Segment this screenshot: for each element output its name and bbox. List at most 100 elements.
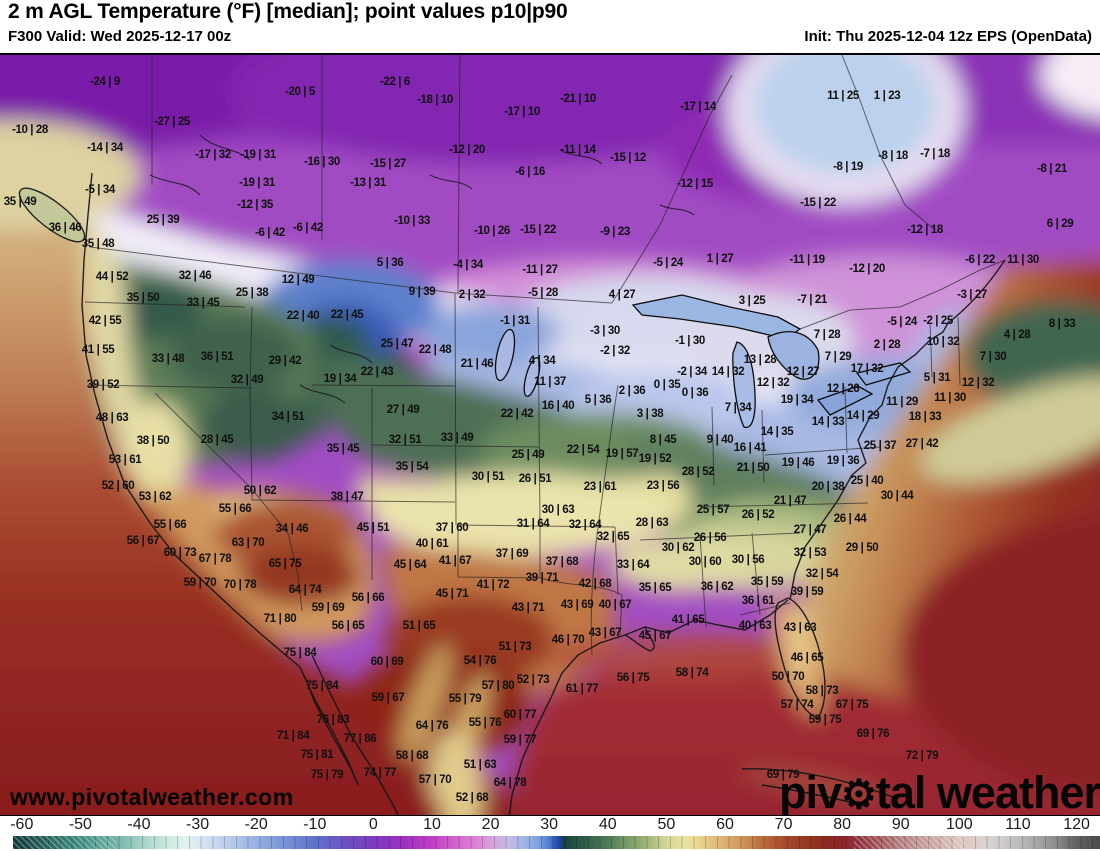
point-value: -17 | 14 — [680, 101, 716, 113]
point-value: -12 | 20 — [849, 263, 885, 275]
point-value: 41 | 65 — [671, 614, 705, 626]
point-value: -11 | 19 — [789, 254, 825, 266]
point-value: 60 | 77 — [503, 709, 537, 721]
point-value: -13 | 31 — [350, 177, 386, 189]
point-value: 60 | 73 — [163, 547, 197, 559]
point-value: 5 | 36 — [376, 257, 404, 269]
point-value: 50 | 70 — [771, 671, 805, 683]
colorbar-tick: 70 — [774, 816, 793, 833]
point-value: 35 | 54 — [395, 461, 429, 473]
point-value: 19 | 34 — [323, 373, 357, 385]
point-value: 40 | 67 — [598, 599, 632, 611]
point-value: -8 | 19 — [833, 161, 863, 173]
point-value: 76 | 83 — [316, 714, 350, 726]
point-value: -15 | 22 — [800, 197, 836, 209]
point-value: 4 | 34 — [528, 355, 556, 367]
colorbar-tick: -40 — [127, 816, 151, 833]
colorbar-tick: 40 — [598, 816, 617, 833]
point-value: 60 | 69 — [370, 656, 404, 668]
point-value: -1 | 30 — [675, 335, 705, 347]
page-title: 2 m AGL Temperature (°F) [median]; point… — [8, 0, 568, 23]
colorbar-hatch-overlay — [13, 836, 116, 849]
point-value: -5 | 24 — [887, 316, 917, 328]
point-value: 40 | 63 — [738, 620, 772, 632]
point-value: 10 | 32 — [926, 336, 960, 348]
point-value: 45 | 51 — [356, 522, 390, 534]
point-value: 38 | 47 — [330, 491, 364, 503]
point-value: 41 | 72 — [476, 579, 510, 591]
point-value: 23 | 56 — [646, 480, 680, 492]
brand-text-pre: piv — [779, 767, 842, 815]
point-value: 58 | 73 — [805, 685, 839, 697]
point-value: 46 | 65 — [790, 652, 824, 664]
header-bar: 2 m AGL Temperature (°F) [median]; point… — [0, 0, 1100, 53]
point-value: 0 | 36 — [681, 387, 709, 399]
point-value: 36 | 62 — [700, 581, 734, 593]
point-value: 28 | 45 — [200, 434, 234, 446]
point-value: 69 | 79 — [766, 769, 800, 781]
point-value: 21 | 46 — [460, 358, 494, 370]
point-value: 19 | 34 — [780, 394, 814, 406]
point-value: 32 | 46 — [178, 270, 212, 282]
point-value: 39 | 59 — [790, 586, 824, 598]
point-value: 64 | 78 — [493, 777, 527, 789]
point-value: 77 | 86 — [343, 733, 377, 745]
point-value: 46 | 70 — [551, 634, 585, 646]
point-value: 0 | 35 — [653, 379, 681, 391]
point-value: -2 | 34 — [677, 366, 707, 378]
colorbar-tick: 60 — [716, 816, 734, 833]
point-value: 45 | 64 — [393, 559, 427, 571]
colorbar-tick: 10 — [423, 816, 441, 833]
point-value: 36 | 61 — [741, 595, 775, 607]
point-value: 4 | 28 — [1003, 329, 1031, 341]
colorbar-tick: 110 — [1005, 816, 1031, 833]
point-value: 52 | 68 — [455, 792, 489, 804]
colorbar-tick: 80 — [833, 816, 852, 833]
point-value: 25 | 47 — [380, 338, 414, 350]
point-value: 33 | 45 — [186, 297, 220, 309]
point-value: 22 | 43 — [360, 366, 394, 378]
point-value: -4 | 34 — [453, 259, 483, 271]
point-value: 36 | 51 — [200, 351, 234, 363]
point-value: 7 | 29 — [824, 351, 852, 363]
colorbar-segments — [13, 836, 1100, 849]
point-value: 16 | 41 — [733, 442, 767, 454]
point-value: 32 | 54 — [805, 568, 839, 580]
point-value: 30 | 56 — [731, 554, 765, 566]
point-value: 44 | 52 — [95, 271, 129, 283]
point-value: 43 | 67 — [588, 627, 622, 639]
point-value: 37 | 60 — [435, 522, 469, 534]
point-value: 55 | 66 — [153, 519, 187, 531]
colorbar-tick: 120 — [1063, 816, 1090, 833]
point-value: 59 | 75 — [808, 714, 842, 726]
point-value: 52 | 60 — [101, 480, 135, 492]
point-value: 71 | 80 — [263, 613, 297, 625]
point-value: 2 | 28 — [873, 339, 901, 351]
point-value: 33 | 64 — [616, 559, 650, 571]
point-value: 7 | 28 — [813, 329, 841, 341]
point-value: -9 | 23 — [600, 226, 630, 238]
point-value: 11 | 37 — [534, 376, 566, 388]
point-value: 37 | 68 — [545, 556, 579, 568]
point-value: 59 | 69 — [311, 602, 345, 614]
point-value: 18 | 33 — [908, 411, 942, 423]
point-value: 26 | 52 — [741, 509, 775, 521]
point-value: -22 | 6 — [380, 76, 410, 88]
point-value: 22 | 54 — [566, 444, 600, 456]
point-value: 55 | 76 — [468, 717, 502, 729]
point-value: 63 | 70 — [231, 537, 265, 549]
point-value: 35 | 50 — [126, 292, 160, 304]
point-value: -12 | 15 — [677, 178, 713, 190]
state-borders — [84, 55, 1006, 656]
point-value: 43 | 63 — [783, 622, 817, 634]
point-value: 12 | 32 — [961, 377, 995, 389]
point-value: 14 | 29 — [846, 410, 880, 422]
point-value: -15 | 22 — [520, 224, 556, 236]
colorbar — [13, 836, 1100, 849]
point-value: 41 | 55 — [81, 344, 115, 356]
point-value: 40 | 61 — [415, 538, 449, 550]
point-value: 14 | 33 — [811, 416, 845, 428]
valid-time-label: F300 Valid: Wed 2025-12-17 00z — [8, 28, 232, 45]
colorbar-tick: -30 — [186, 816, 210, 833]
point-value: -14 | 34 — [87, 142, 123, 154]
